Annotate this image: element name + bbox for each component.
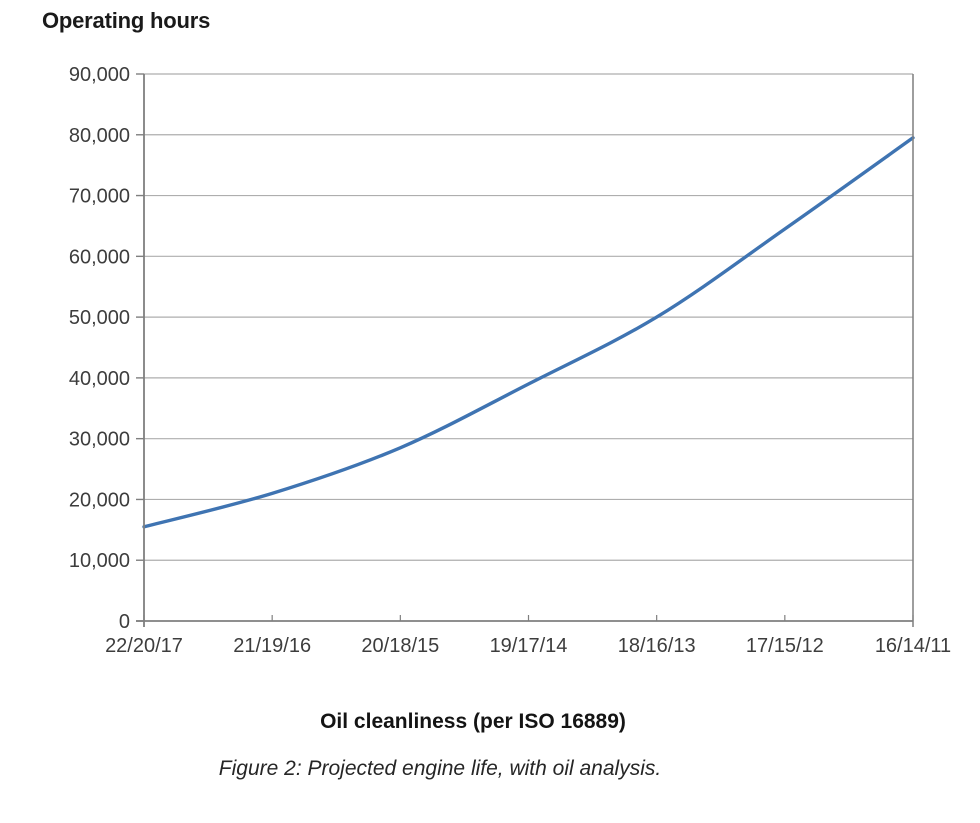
x-tick-label: 20/18/15	[361, 635, 439, 657]
x-tick-label: 16/14/11	[875, 635, 951, 657]
x-tick-label: 17/15/12	[746, 635, 824, 657]
x-tick-label: 22/20/17	[105, 635, 183, 657]
y-tick-label: 70,000	[69, 186, 130, 208]
figure-caption: Figure 2: Projected engine life, with oi…	[218, 757, 662, 780]
y-tick-label: 50,000	[69, 307, 130, 329]
y-tick-label: 60,000	[69, 246, 130, 268]
data-series-line	[142, 136, 915, 529]
y-tick-label: 80,000	[69, 125, 130, 147]
y-tick-label: 10,000	[69, 550, 130, 572]
y-tick-label: 30,000	[69, 429, 130, 451]
x-tick-label: 21/19/16	[233, 635, 311, 657]
y-tick-label: 40,000	[69, 368, 130, 390]
x-tick-label: 19/17/14	[490, 635, 568, 657]
y-axis-title: Operating hours	[42, 8, 211, 33]
y-tick-label: 0	[119, 611, 130, 633]
y-tick-label: 20,000	[69, 489, 130, 511]
x-axis-title: Oil cleanliness (per ISO 16889)	[320, 710, 626, 733]
y-tick-label: 90,000	[69, 64, 130, 86]
x-tick-label: 18/16/13	[618, 635, 696, 657]
line-chart-canvas: 0 10,000 20,000 30,000 40,000 50,000 60,000 70,…	[69, 64, 951, 657]
